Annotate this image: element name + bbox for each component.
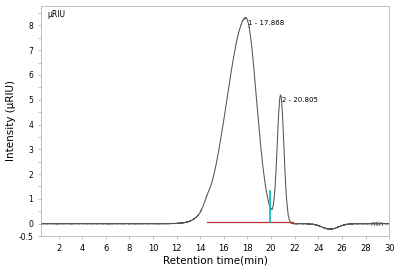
Text: μRIU: μRIU bbox=[48, 10, 66, 19]
Text: 2 - 20.805: 2 - 20.805 bbox=[282, 97, 318, 103]
Y-axis label: Intensity (μRIU): Intensity (μRIU) bbox=[6, 80, 16, 161]
Text: 1 - 17.868: 1 - 17.868 bbox=[248, 20, 284, 27]
Text: min: min bbox=[371, 221, 384, 227]
X-axis label: Retention time(min): Retention time(min) bbox=[162, 256, 268, 265]
